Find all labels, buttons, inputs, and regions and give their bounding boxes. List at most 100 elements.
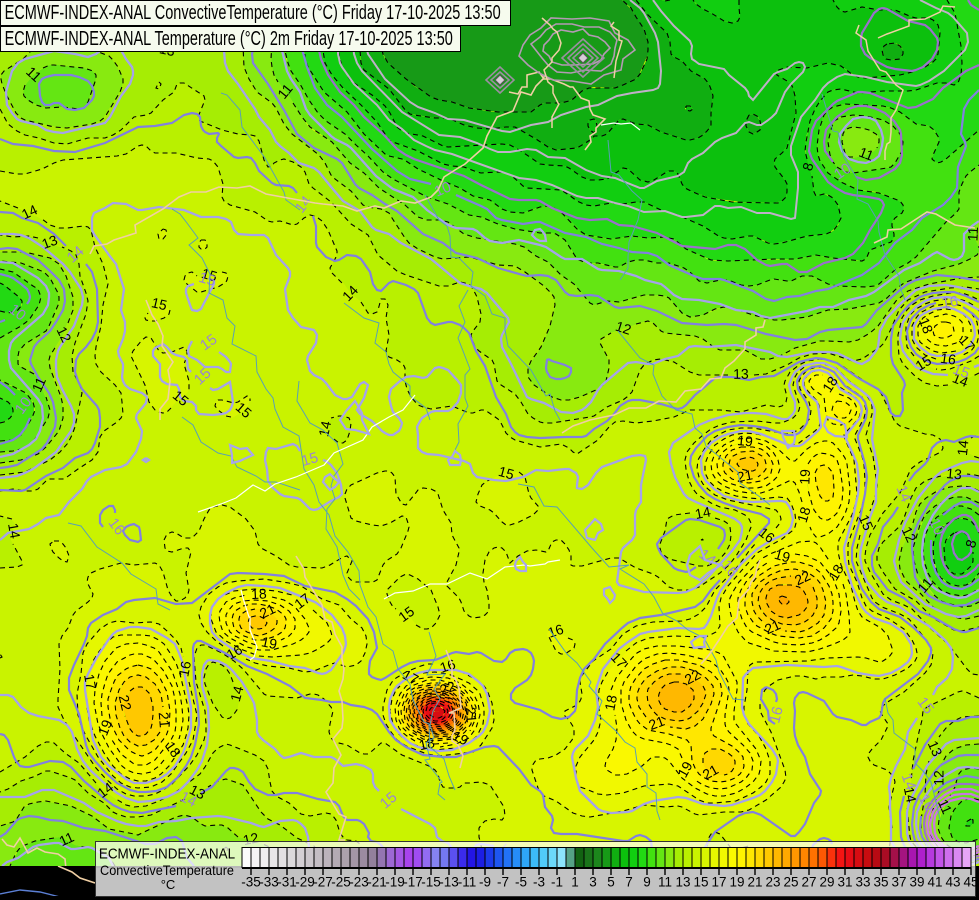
svg-text:16: 16 [940, 293, 959, 312]
svg-text:31: 31 [837, 875, 852, 890]
svg-text:23: 23 [765, 875, 780, 890]
svg-text:12: 12 [899, 524, 920, 545]
svg-text:19: 19 [674, 758, 696, 780]
svg-text:11: 11 [857, 144, 877, 164]
svg-text:12: 12 [931, 770, 947, 786]
svg-text:11: 11 [658, 875, 672, 890]
svg-text:9: 9 [643, 875, 651, 890]
svg-text:16: 16 [939, 350, 957, 368]
svg-text:10: 10 [12, 394, 36, 417]
svg-text:22: 22 [438, 678, 458, 698]
svg-text:22: 22 [116, 693, 135, 712]
svg-text:14: 14 [950, 370, 970, 391]
svg-text:15: 15 [913, 352, 935, 374]
svg-text:19: 19 [796, 469, 813, 485]
svg-text:14: 14 [292, 193, 316, 217]
svg-text:14: 14 [954, 439, 972, 456]
svg-text:21: 21 [257, 600, 278, 621]
svg-text:29: 29 [819, 875, 834, 890]
svg-text:15: 15 [299, 449, 320, 470]
svg-text:15: 15 [197, 269, 218, 290]
svg-text:25: 25 [783, 875, 798, 890]
svg-text:ECMWF-INDEX-ANAL: ECMWF-INDEX-ANAL [99, 845, 236, 862]
svg-text:15: 15 [150, 294, 169, 313]
svg-text:-19: -19 [385, 875, 405, 890]
svg-text:-27: -27 [313, 875, 333, 890]
svg-text:11: 11 [57, 828, 77, 849]
svg-text:-13: -13 [439, 875, 459, 890]
svg-text:16: 16 [766, 705, 787, 725]
svg-text:19: 19 [95, 717, 116, 737]
svg-text:21: 21 [736, 466, 755, 485]
svg-text:-35: -35 [241, 875, 261, 890]
svg-text:21: 21 [463, 706, 480, 723]
svg-text:-31: -31 [277, 875, 297, 890]
svg-text:-5: -5 [515, 875, 527, 890]
svg-text:17: 17 [400, 666, 422, 688]
svg-text:16: 16 [105, 515, 129, 539]
svg-text:35: 35 [873, 875, 888, 890]
svg-text:14: 14 [892, 483, 914, 505]
svg-text:-29: -29 [295, 875, 315, 890]
svg-text:37: 37 [891, 875, 906, 890]
svg-text:19: 19 [773, 546, 793, 566]
svg-text:21: 21 [700, 761, 722, 783]
svg-text:11: 11 [29, 374, 50, 394]
svg-text:10: 10 [831, 160, 854, 183]
svg-text:19: 19 [729, 875, 744, 890]
svg-text:22: 22 [682, 666, 703, 688]
svg-text:-7: -7 [497, 875, 509, 890]
svg-text:18: 18 [601, 693, 620, 712]
svg-text:3: 3 [589, 875, 597, 890]
svg-text:16: 16 [175, 659, 194, 678]
svg-text:15: 15 [914, 694, 938, 718]
svg-text:27: 27 [801, 875, 816, 890]
svg-text:-25: -25 [331, 875, 351, 890]
svg-text:-11: -11 [458, 875, 477, 890]
svg-text:13: 13 [733, 366, 749, 382]
svg-text:19: 19 [260, 633, 279, 652]
svg-text:-3: -3 [533, 875, 545, 890]
svg-text:14: 14 [898, 771, 920, 792]
svg-text:15: 15 [693, 875, 708, 890]
svg-text:14: 14 [19, 201, 40, 222]
svg-text:18: 18 [825, 561, 847, 583]
svg-text:15: 15 [497, 463, 516, 483]
svg-text:10: 10 [915, 791, 938, 814]
svg-text:14: 14 [177, 788, 200, 811]
svg-text:14: 14 [694, 503, 713, 522]
svg-text:-23: -23 [349, 875, 369, 890]
svg-text:ConvectiveTemperature: ConvectiveTemperature [100, 863, 234, 878]
svg-text:19: 19 [737, 432, 754, 449]
svg-text:11: 11 [935, 797, 956, 817]
svg-text:22: 22 [792, 567, 813, 588]
svg-text:15: 15 [950, 361, 971, 383]
svg-text:1: 1 [571, 875, 579, 890]
svg-text:13: 13 [187, 781, 208, 802]
svg-text:10: 10 [432, 178, 454, 200]
svg-text:10: 10 [925, 516, 947, 538]
svg-text:21: 21 [156, 711, 173, 728]
svg-text:16: 16 [718, 557, 742, 581]
svg-text:7: 7 [625, 875, 633, 890]
svg-text:16: 16 [224, 641, 246, 663]
svg-text:12: 12 [614, 318, 634, 338]
svg-text:14: 14 [227, 684, 247, 703]
svg-text:-15: -15 [421, 875, 441, 890]
svg-text:21: 21 [646, 712, 666, 733]
svg-text:45: 45 [963, 875, 976, 890]
svg-text:15: 15 [197, 331, 220, 354]
svg-text:21: 21 [747, 875, 762, 890]
svg-text:39: 39 [909, 875, 924, 890]
svg-text:17: 17 [711, 875, 726, 890]
svg-text:-1: -1 [551, 875, 563, 890]
svg-text:13: 13 [925, 738, 946, 759]
svg-text:12: 12 [54, 324, 75, 345]
svg-text:33: 33 [855, 875, 870, 890]
svg-text:17: 17 [81, 673, 99, 691]
svg-text:21: 21 [762, 616, 783, 637]
svg-text:41: 41 [927, 875, 942, 890]
svg-text:-9: -9 [479, 875, 491, 890]
svg-text:18: 18 [251, 585, 268, 602]
svg-text:18: 18 [819, 373, 841, 395]
